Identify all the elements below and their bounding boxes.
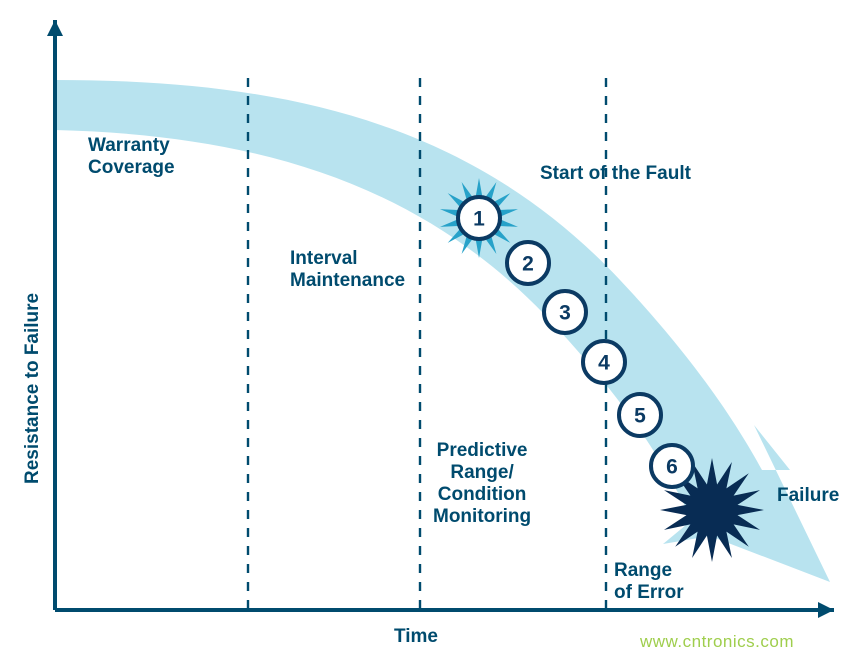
stage-number-5: 5 bbox=[634, 405, 646, 428]
y-axis-label: Resistance to Failure bbox=[22, 293, 44, 484]
label-predictive: Predictive Range/ Condition Monitoring bbox=[433, 440, 531, 527]
y-axis-arrowhead-icon bbox=[47, 20, 63, 36]
chart-svg: 1 2 3 4 5 6 bbox=[0, 0, 854, 660]
stage-number-4: 4 bbox=[598, 352, 610, 375]
label-warranty: Warranty Coverage bbox=[88, 135, 175, 179]
failure-curve-diagram: 1 2 3 4 5 6 Warranty Coverage Interval Mainte… bbox=[0, 0, 854, 660]
label-failure: Failure bbox=[777, 485, 839, 507]
x-axis-label: Time bbox=[394, 626, 438, 648]
stage-number-3: 3 bbox=[559, 302, 571, 325]
watermark: www.cntronics.com bbox=[640, 632, 794, 652]
x-axis-arrowhead-icon bbox=[818, 602, 834, 618]
stage-number-2: 2 bbox=[522, 253, 534, 276]
stage-number-6: 6 bbox=[666, 456, 678, 479]
label-interval: Interval Maintenance bbox=[290, 248, 405, 292]
label-range-error: Range of Error bbox=[614, 560, 684, 604]
label-start-fault: Start of the Fault bbox=[540, 163, 691, 185]
stage-number-1: 1 bbox=[473, 208, 485, 231]
